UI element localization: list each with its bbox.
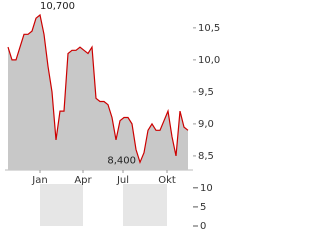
- x-tick-label: Apr: [74, 175, 92, 186]
- y-tick-label: 9,5: [198, 87, 214, 98]
- x-tick-label: Okt: [158, 175, 176, 186]
- x-tick-label: Jan: [31, 175, 47, 186]
- volume-tick-label: 10: [200, 183, 213, 194]
- volume-tick-label: 5: [200, 202, 206, 213]
- chart: 10,5 10,0 9,5 9,0 8,5 Jan Apr Jul Okt 10,700 8,400…: [5, 1, 220, 232]
- price-line: [7, 13, 189, 165]
- volume-tick-label: 0: [200, 221, 206, 232]
- y-tick-label: 10,0: [198, 55, 220, 66]
- y-tick-label: 8,5: [198, 151, 214, 162]
- area-fill: [8, 15, 188, 170]
- quarter-band: [123, 184, 167, 226]
- quarter-band: [40, 184, 83, 226]
- x-tick-label: Jul: [116, 175, 129, 186]
- annotation: 10,700: [40, 1, 75, 12]
- y-tick-label: 9,0: [198, 119, 214, 130]
- y-tick-label: 10,5: [198, 23, 220, 34]
- annotation: 8,400: [107, 155, 136, 166]
